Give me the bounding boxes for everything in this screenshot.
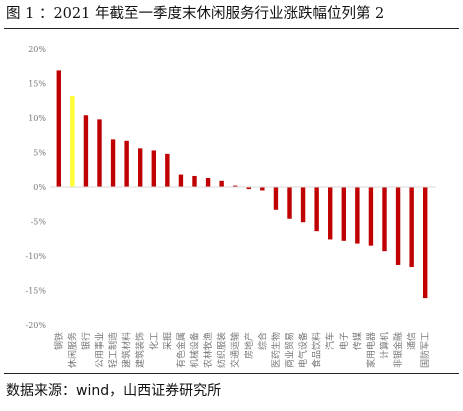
x-tick-label: 有色金属 (175, 332, 187, 368)
y-tick-label: 5% (33, 149, 46, 158)
x-tick-label: 纺织服装 (216, 332, 228, 368)
x-tick-label: 休闲服务 (66, 332, 78, 368)
bar (382, 187, 387, 252)
x-tick-label: 商业贸易 (284, 332, 296, 368)
bar (83, 115, 89, 187)
bar (205, 178, 211, 187)
x-tick-label: 汽车 (324, 332, 336, 350)
x-tick-label: 公用事业 (94, 332, 106, 368)
x-tick-label: 医药生物 (270, 332, 282, 368)
bar (260, 187, 265, 191)
figure-title: 图 1 ：2021 年截至一季度末休闲服务行业涨跌幅位列第 2 (6, 6, 385, 22)
bar (328, 187, 333, 240)
x-tick-label: 传媒 (351, 332, 363, 350)
x-tick-label: 通信 (406, 332, 418, 350)
y-tick-label: -15% (26, 287, 47, 296)
y-axis: -20% -15% -10% -5% 0% 5% 10% 15% 20% (26, 45, 47, 330)
data-source: 数据来源：wind，山西证券研究所 (6, 383, 222, 399)
bar-chart: -20% -15% -10% -5% 0% 5% 10% 15% 20% 钢铁 休闲服务 银行 公用事… (26, 45, 436, 368)
x-tick-label: 银行 (80, 332, 92, 350)
x-tick-label: 电子 (338, 332, 350, 350)
bar (56, 70, 61, 187)
x-axis-labels: 钢铁 休闲服务 银行 公用事业 轻工制造 建筑材料 建筑装饰 化工 采掘 有色金属 机械设备 农林牧渔… (53, 332, 431, 368)
x-tick-label: 综合 (256, 332, 268, 350)
bar (355, 187, 360, 244)
bottom-rule (4, 373, 459, 374)
y-tick-label: 15% (28, 80, 46, 89)
x-tick-label: 钢铁 (53, 332, 65, 350)
x-tick-label: 建筑材料 (121, 332, 133, 368)
bar (246, 187, 251, 190)
bar (178, 174, 184, 187)
y-tick-label: 0% (33, 183, 46, 192)
bar (70, 95, 75, 187)
x-tick-label: 电气设备 (297, 332, 309, 368)
bar (233, 185, 238, 187)
y-tick-label: -20% (26, 321, 47, 330)
bar (110, 139, 116, 187)
x-tick-label: 房地产 (243, 332, 255, 359)
bar (138, 148, 143, 187)
y-tick-label: 10% (28, 114, 46, 123)
x-tick-label: 计算机 (379, 332, 391, 359)
bar (314, 187, 319, 232)
bar (165, 153, 170, 187)
bar (409, 187, 414, 268)
x-tick-label: 食品饮料 (311, 332, 323, 368)
bar (97, 119, 102, 187)
x-tick-label: 轻工制造 (107, 332, 119, 368)
x-tick-label: 机械设备 (189, 332, 201, 368)
x-tick-label: 交通运输 (229, 332, 241, 368)
bar (124, 140, 129, 187)
bar (300, 187, 306, 223)
bar (287, 187, 292, 219)
top-rule (4, 28, 459, 29)
x-tick-label: 非银金融 (392, 332, 404, 368)
bar (423, 187, 428, 299)
y-tick-label: -5% (31, 218, 47, 227)
x-tick-label: 农林牧渔 (202, 332, 214, 368)
bar (341, 187, 346, 241)
x-tick-label: 化工 (148, 332, 160, 350)
x-tick-label: 国防军工 (419, 332, 431, 368)
x-tick-label: 建筑装饰 (134, 332, 146, 368)
x-tick-label: 采掘 (161, 332, 173, 350)
bar (395, 187, 401, 265)
bar (368, 187, 374, 246)
bar (219, 180, 224, 187)
bars (56, 70, 428, 299)
bar (273, 187, 279, 210)
bar (151, 150, 156, 187)
y-tick-label: -10% (26, 252, 47, 261)
bar (192, 175, 197, 187)
x-tick-label: 家用电器 (365, 332, 377, 368)
y-tick-label: 20% (28, 45, 46, 54)
